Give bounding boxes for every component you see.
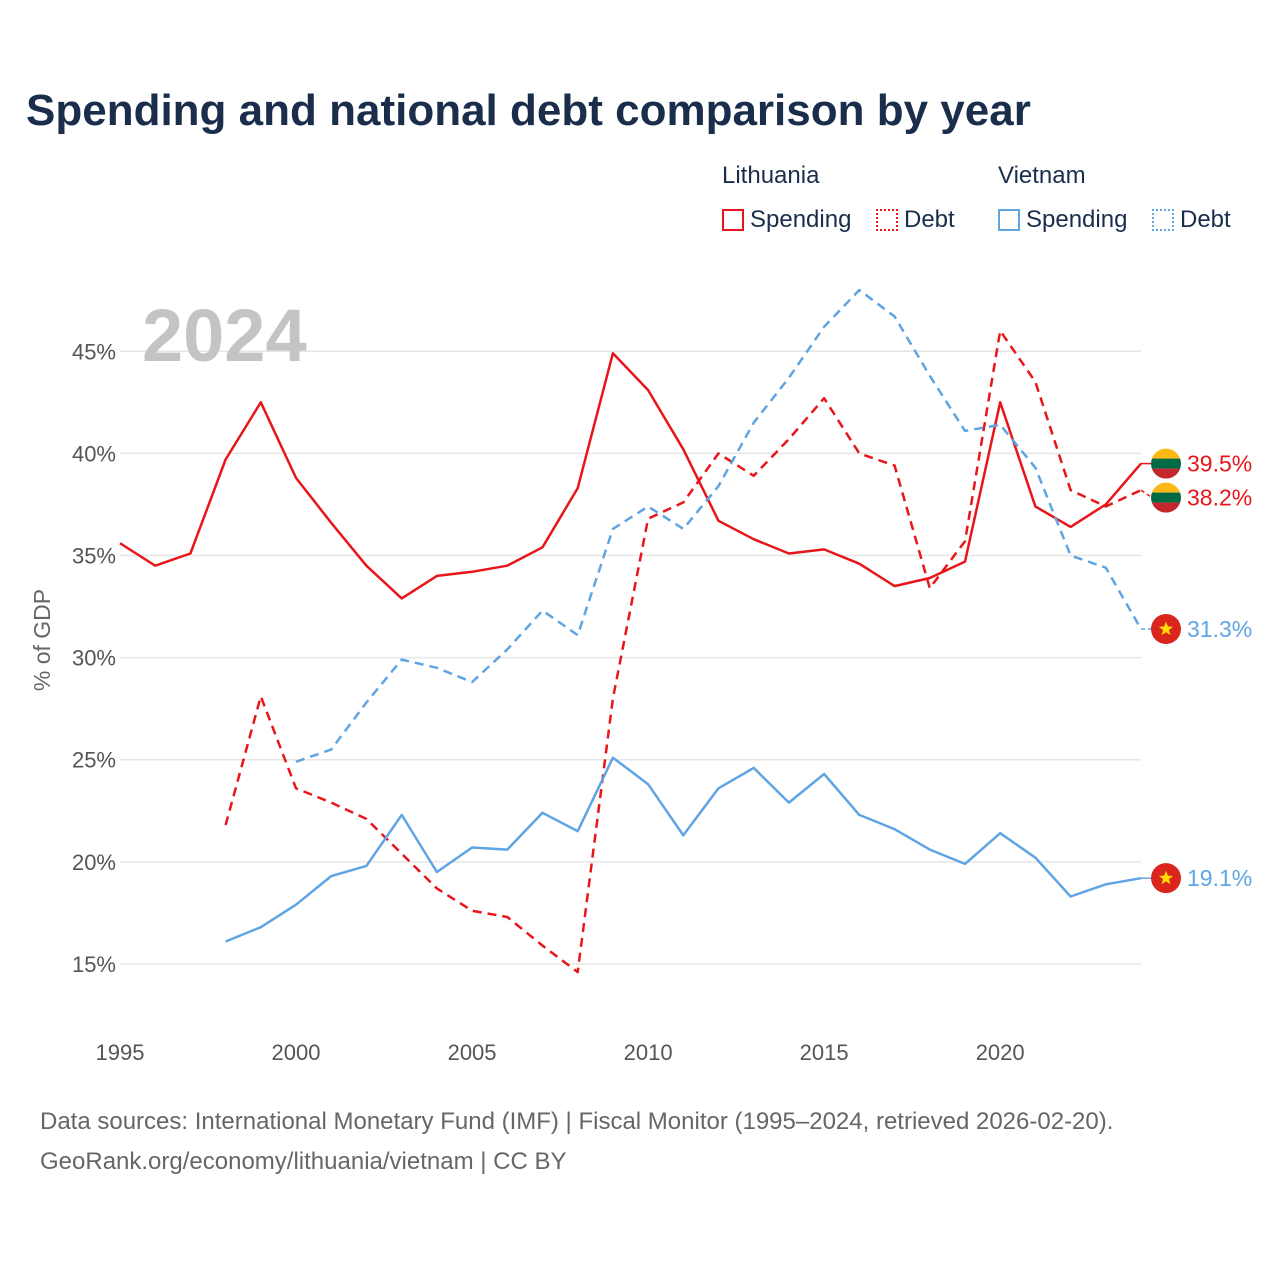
gridlines	[120, 350, 1141, 965]
x-tick-label: 2015	[800, 1040, 849, 1065]
y-tick-label: 25%	[72, 748, 116, 773]
series-line	[119, 352, 1142, 600]
legend-group-vietnam: Vietnam	[998, 162, 1086, 189]
chart-title: Spending and national debt comparison by…	[26, 86, 1031, 135]
lithuania-flag-icon	[1151, 448, 1181, 479]
y-tick-label: 20%	[72, 850, 116, 875]
x-tick-label: 2010	[624, 1040, 673, 1065]
vietnam-flag-icon	[1151, 614, 1181, 645]
legend-item-vietnam-spending[interactable]: Spending	[998, 206, 1127, 234]
end-connector	[1140, 489, 1153, 499]
y-axis-ticks: 15% 20% 25% 30% 35% 40% 45%	[72, 339, 116, 977]
x-tick-label: 2020	[976, 1040, 1025, 1065]
y-tick-label: 40%	[72, 441, 116, 466]
end-value-label: 39.5%	[1187, 451, 1252, 477]
end-labels: 39.5% 38.2% 31.3% 19.1%	[1140, 448, 1252, 894]
end-value-label: 19.1%	[1187, 865, 1252, 891]
y-tick-label: 45%	[72, 339, 116, 364]
series-line	[224, 329, 1142, 974]
legend-item-vietnam-debt[interactable]: Debt	[1152, 206, 1231, 234]
footer-credit[interactable]: GeoRank.org/economy/lithuania/vietnam | …	[40, 1148, 567, 1175]
legend-label: Spending	[750, 206, 852, 233]
x-tick-label: 1995	[96, 1040, 145, 1065]
y-axis-label: % of GDP	[29, 589, 55, 691]
legend-label: Spending	[1026, 206, 1128, 233]
legend-label: Debt	[904, 206, 955, 233]
series-line	[295, 288, 1143, 763]
y-tick-label: 35%	[72, 543, 116, 568]
year-watermark: 2024	[142, 294, 307, 377]
x-tick-label: 2005	[448, 1040, 497, 1065]
y-tick-label: 15%	[72, 952, 116, 977]
legend-label: Debt	[1180, 206, 1231, 233]
series-lines	[119, 288, 1143, 974]
vietnam-flag-icon	[1151, 863, 1181, 894]
legend-swatch	[722, 209, 744, 231]
end-value-label: 38.2%	[1187, 485, 1252, 511]
legend-item-lithuania-debt[interactable]: Debt	[876, 206, 955, 234]
legend-item-lithuania-spending[interactable]: Spending	[722, 206, 851, 234]
x-axis-ticks: 1995 2000 2005 2010 2015 2020	[96, 1040, 1025, 1065]
legend-swatch	[876, 209, 898, 231]
legend-group-lithuania: Lithuania	[722, 162, 820, 189]
legend-swatch	[998, 209, 1020, 231]
footer-sources: Data sources: International Monetary Fun…	[40, 1108, 1114, 1135]
series-line	[225, 756, 1142, 943]
end-value-label: 31.3%	[1187, 616, 1252, 642]
lithuania-flag-icon	[1151, 482, 1181, 513]
legend-swatch	[1152, 209, 1174, 231]
y-tick-label: 30%	[72, 646, 116, 671]
x-tick-label: 2000	[272, 1040, 321, 1065]
